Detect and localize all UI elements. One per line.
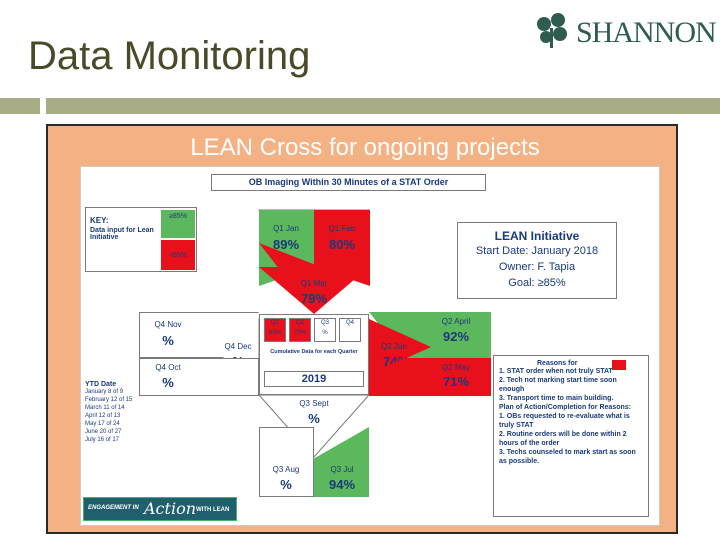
key-good-swatch: ≥85% [161,210,195,238]
q4-oct-cell [139,358,259,396]
year-box: 2019 [264,371,364,387]
q1-jan-value: 89% [272,237,300,252]
key-label: KEY: [90,216,109,225]
cumulative-box: Q1 83% Q2 79% Q3 % Q4 Cumulative Data fo… [259,314,369,395]
q1-jan-label: Q1 Jan [273,224,299,233]
lean-goal: Goal: ≥85% [508,277,566,289]
q1-feb-value: 80% [328,237,356,252]
lean-initiative-heading: LEAN Initiative [494,229,580,243]
badge-script: Action [144,499,196,518]
q1-mar-label: Q1 Mar [300,279,328,288]
plan-item: 3. Techs counseled to mark start as soon… [499,449,636,465]
q4-nov-label: Q4 Nov [154,320,182,329]
cumulative-q3-cell: Q3 % [314,318,336,342]
q3-jul-label: Q3 Jul [330,465,354,474]
lean-owner: Owner: F. Tapia [498,261,576,273]
reason-item: 1. STAT order when not truly STAT [499,368,613,375]
plan-heading: Plan of Action/Completion for Reasons: [499,404,631,411]
q4-dec-label: Q4 Dec [224,342,252,351]
title-rule-right [46,98,720,114]
lean-initiative-box: LEAN Initiative Start Date: January 2018… [457,222,617,299]
ytd-block: YTD Date January 8 of 9 February 12 of 1… [85,381,155,457]
year-label: 2019 [301,373,327,385]
shamrock-logo-icon [537,13,567,48]
q4-oct-label: Q4 Oct [155,363,181,372]
ytd-row: March 11 of 14 [85,405,125,411]
q3-jul-value: 94% [328,477,356,492]
q2-jun-label: Q2 Jun [381,342,407,351]
q2-april-value: 92% [442,329,470,344]
plan-item: 1. OBs requested to re-evaluate what is … [499,413,630,429]
q1-feb-label: Q1 Feb [328,224,356,233]
cumulative-q1-header: Q1 [270,320,279,326]
reasons-red-swatch [612,360,626,370]
plan-item: 2. Routine orders will be done within 2 … [499,431,627,447]
q2-may-value: 71% [442,374,470,389]
q1-mar-value: 79% [300,291,328,306]
q3-aug-value: % [280,477,292,492]
key-good-label: ≥85% [169,213,187,220]
cumulative-q1-cell: Q1 83% [264,318,286,342]
key-bad-swatch: <85% [161,240,195,270]
cumulative-caption: Cumulative Data for each Quarter [270,349,358,355]
reason-item: 3. Transport time to main building. [499,395,614,402]
q4-oct-value: % [162,375,174,390]
page-title: Data Monitoring [28,34,311,78]
cumulative-q3-value: % [322,330,328,336]
q3-sept-label: Q3 Sept [299,399,329,408]
key-box: KEY: Data input for Lean Initiative ≥85%… [85,207,197,272]
ytd-heading: YTD Date [85,381,117,388]
cumulative-q4-header: Q4 [345,320,354,326]
lean-start-date: Start Date: January 2018 [475,245,599,257]
logo-text: SHANNON [576,16,717,49]
reason-item: 2. Tech not marking start time soon enou… [499,377,617,393]
ytd-row: June 20 of 27 [85,429,122,435]
chart-title: OB Imaging Within 30 Minutes of a STAT O… [248,177,449,187]
key-desc: Data input for Lean Initiative [90,227,154,241]
title-rule-left [0,98,40,114]
key-bad-label: <85% [168,252,188,259]
badge-line1: ENGAGEMENT IN [88,505,139,511]
lean-cross-chart: OB Imaging Within 30 Minutes of a STAT O… [80,166,660,526]
ytd-row: February 12 of 15 [85,397,133,403]
reasons-heading: Reasons for [537,360,578,367]
q3-aug-cell [259,427,314,497]
q3-sept-value: % [308,411,320,426]
slide-heading: LEAN Cross for ongoing projects [190,134,540,161]
cumulative-q4-cell: Q4 [339,318,361,342]
engagement-badge: ENGAGEMENT IN Action WITH LEAN [83,497,237,521]
q3-aug-label: Q3 Aug [272,465,300,474]
cumulative-q1-value: 83% [268,330,281,336]
badge-line2: WITH LEAN [196,507,230,513]
cumulative-q3-header: Q3 [320,320,329,326]
chart-title-box: OB Imaging Within 30 Minutes of a STAT O… [211,174,486,191]
q2-april-label: Q2 April [441,317,471,326]
cumulative-q2-cell: Q2 79% [289,318,311,342]
logo: SHANNON [532,10,717,50]
q4-nov-value: % [162,333,174,348]
cumulative-q2-header: Q2 [295,320,304,326]
ytd-row: July 16 of 17 [85,437,120,443]
reasons-box: Reasons for 1. STAT order when not truly… [493,355,649,517]
ytd-row: May 17 of 24 [85,421,120,427]
ytd-row: January 8 of 9 [85,389,124,395]
cumulative-q2-value: 79% [293,330,306,336]
q2-may-label: Q2 May [441,363,470,372]
ytd-row: April 12 of 13 [85,413,121,419]
